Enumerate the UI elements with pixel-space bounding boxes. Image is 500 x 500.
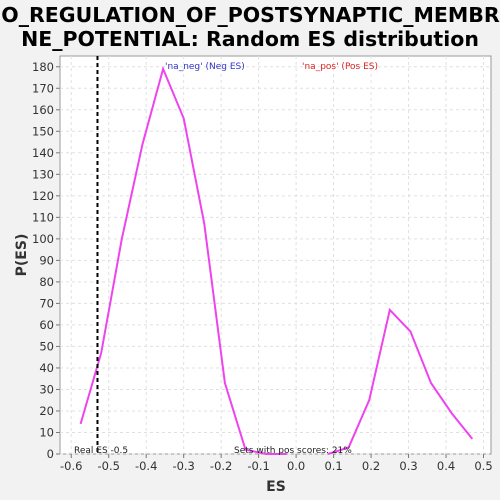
y-tick-label: 60 <box>39 318 54 332</box>
x-axis-label: ES <box>266 479 286 495</box>
x-tick-label: -0.5 <box>97 459 119 473</box>
x-tick-label: 0.2 <box>362 459 380 473</box>
y-tick-label: 180 <box>32 60 54 74</box>
y-tick-label: 20 <box>39 404 54 418</box>
y-tick-label: 160 <box>32 103 54 117</box>
y-tick-label: 70 <box>39 296 54 310</box>
series-line-0 <box>79 65 287 455</box>
y-tick-label: 100 <box>32 232 54 246</box>
chart-title-line-2: NE_POTENTIAL: Random ES distribution <box>21 27 479 51</box>
x-tick-label: 0.0 <box>287 459 305 473</box>
x-tick-label: -0.4 <box>135 459 157 473</box>
y-tick-label: 30 <box>39 382 54 396</box>
plot-area <box>59 55 492 455</box>
pos-scores-annotation: Sets with pos scores: 21% <box>234 446 352 456</box>
y-tick-label: 0 <box>47 447 54 461</box>
y-tick-label: 140 <box>32 146 54 160</box>
y-tick-label: 80 <box>39 275 54 289</box>
axis-ticks: 0 10 20 30 40 50 60 70 80 90 100 110 120 130 140 150 160… <box>32 60 493 473</box>
series-line-1 <box>327 307 474 455</box>
series-lines <box>79 65 474 455</box>
y-tick-label: 50 <box>39 339 54 353</box>
x-tick-label: -0.6 <box>60 459 82 473</box>
y-tick-label: 130 <box>32 167 54 181</box>
legend-neg: 'na_neg' (Neg ES) <box>165 62 245 72</box>
y-tick-label: 150 <box>32 124 54 138</box>
chart-title-line-1: GO_REGULATION_OF_POSTSYNAPTIC_MEMBRA <box>0 3 500 27</box>
y-tick-label: 110 <box>32 210 54 224</box>
y-tick-label: 10 <box>39 425 54 439</box>
legend-pos: 'na_pos' (Pos ES) <box>302 62 378 72</box>
real-es-annotation: Real ES -0.5 <box>74 446 128 456</box>
x-tick-label: -0.2 <box>210 459 232 473</box>
x-tick-label: 0.3 <box>399 459 417 473</box>
x-tick-label: 0.1 <box>324 459 342 473</box>
y-tick-label: 120 <box>32 189 54 203</box>
x-tick-label: -0.3 <box>172 459 194 473</box>
y-tick-label: 40 <box>39 361 54 375</box>
x-tick-label: 0.5 <box>474 459 492 473</box>
grid <box>60 56 491 455</box>
y-tick-label: 170 <box>32 81 54 95</box>
y-tick-label: 90 <box>39 253 54 267</box>
x-tick-label: 0.4 <box>437 459 455 473</box>
x-tick-label: -0.1 <box>247 459 269 473</box>
y-axis-label: P(ES) <box>14 234 30 277</box>
